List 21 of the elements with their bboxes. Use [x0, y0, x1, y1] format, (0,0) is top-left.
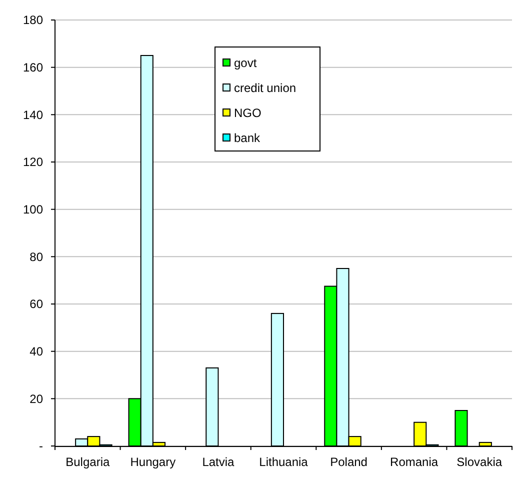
legend-label: govt [234, 56, 258, 70]
y-tick-label: 100 [22, 202, 44, 217]
y-tick-label: 180 [22, 13, 44, 28]
y-tick-label: 120 [22, 155, 44, 170]
y-tick-label: 160 [22, 60, 44, 75]
y-tick-label: 60 [30, 297, 44, 312]
x-tick-label: Slovakia [456, 455, 502, 469]
y-tick-label: 80 [30, 250, 44, 264]
x-tick-label: Romania [390, 455, 438, 469]
y-tick-label: 140 [22, 108, 44, 122]
y-tick-label: - [39, 439, 43, 454]
y-tick-label: 40 [30, 344, 44, 359]
x-tick-label: Lithuania [259, 455, 308, 469]
y-tick-label: 20 [30, 392, 44, 406]
x-tick-label: Bulgaria [66, 455, 110, 469]
x-tick-label: Poland [330, 455, 368, 469]
legend-label: NGO [234, 106, 262, 120]
legend-label: credit union [234, 81, 296, 96]
x-tick-label: Hungary [130, 455, 176, 469]
x-tick-label: Latvia [202, 455, 235, 469]
legend-label: bank [234, 131, 262, 146]
